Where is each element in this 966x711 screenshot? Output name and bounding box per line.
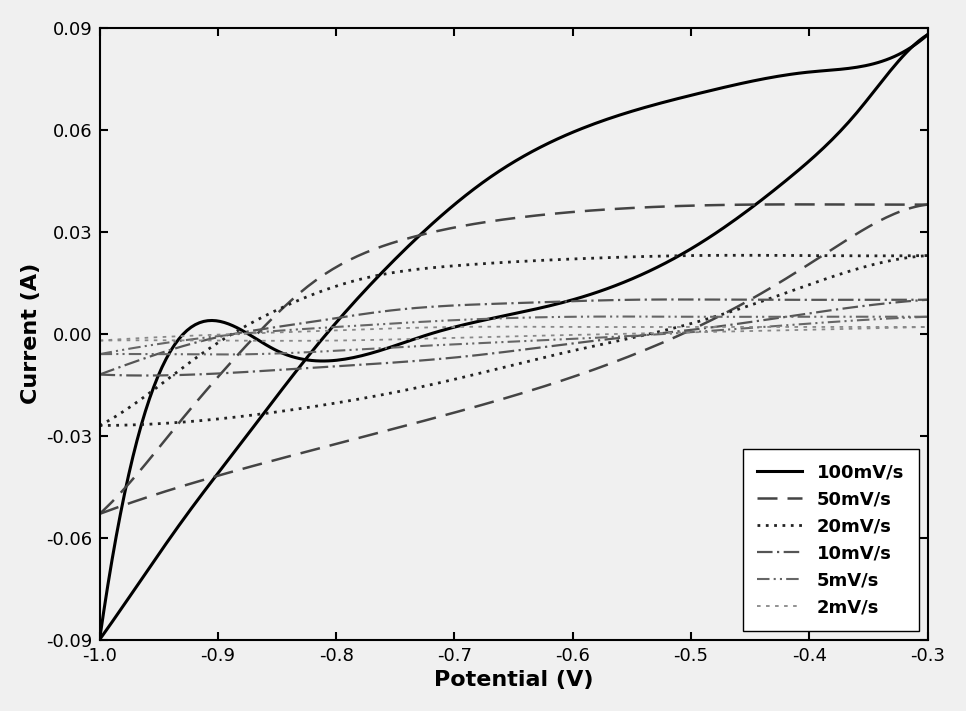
100mV/s bbox=[880, 55, 892, 64]
100mV/s bbox=[247, 422, 259, 431]
5mV/s bbox=[128, 344, 139, 353]
20mV/s bbox=[128, 401, 139, 410]
5mV/s bbox=[144, 341, 156, 350]
2mV/s bbox=[494, 322, 505, 331]
2mV/s bbox=[922, 323, 933, 331]
Line: 100mV/s: 100mV/s bbox=[99, 35, 927, 640]
50mV/s bbox=[922, 201, 933, 209]
20mV/s bbox=[922, 251, 933, 260]
Line: 2mV/s: 2mV/s bbox=[99, 326, 927, 341]
10mV/s bbox=[672, 295, 684, 304]
20mV/s bbox=[734, 251, 746, 260]
50mV/s bbox=[314, 273, 326, 282]
2mV/s bbox=[855, 323, 867, 331]
10mV/s bbox=[94, 370, 105, 379]
100mV/s bbox=[144, 563, 156, 572]
20mV/s bbox=[144, 389, 156, 397]
5mV/s bbox=[885, 312, 896, 321]
2mV/s bbox=[885, 323, 896, 331]
5mV/s bbox=[94, 350, 105, 358]
5mV/s bbox=[922, 313, 933, 321]
50mV/s bbox=[793, 200, 805, 208]
2mV/s bbox=[314, 326, 326, 335]
10mV/s bbox=[314, 316, 326, 325]
100mV/s bbox=[314, 337, 326, 346]
Line: 10mV/s: 10mV/s bbox=[99, 299, 927, 375]
10mV/s bbox=[247, 326, 259, 335]
10mV/s bbox=[128, 358, 139, 367]
20mV/s bbox=[314, 287, 326, 296]
2mV/s bbox=[128, 334, 139, 343]
20mV/s bbox=[247, 318, 259, 326]
2mV/s bbox=[144, 333, 156, 342]
100mV/s bbox=[128, 587, 139, 596]
5mV/s bbox=[855, 312, 867, 321]
5mV/s bbox=[614, 312, 626, 321]
50mV/s bbox=[144, 455, 156, 464]
50mV/s bbox=[855, 201, 867, 209]
100mV/s bbox=[922, 31, 933, 39]
50mV/s bbox=[247, 333, 259, 342]
Y-axis label: Current (A): Current (A) bbox=[21, 263, 41, 405]
10mV/s bbox=[885, 296, 896, 304]
10mV/s bbox=[922, 296, 933, 304]
Line: 20mV/s: 20mV/s bbox=[99, 255, 927, 425]
Line: 5mV/s: 5mV/s bbox=[99, 316, 927, 354]
100mV/s bbox=[851, 63, 863, 72]
20mV/s bbox=[855, 252, 867, 260]
50mV/s bbox=[128, 475, 139, 483]
20mV/s bbox=[885, 252, 896, 260]
100mV/s bbox=[94, 636, 105, 644]
5mV/s bbox=[247, 328, 259, 337]
50mV/s bbox=[94, 510, 105, 518]
X-axis label: Potential (V): Potential (V) bbox=[434, 670, 593, 690]
10mV/s bbox=[855, 296, 867, 304]
5mV/s bbox=[314, 324, 326, 332]
20mV/s bbox=[94, 421, 105, 429]
10mV/s bbox=[144, 353, 156, 361]
Legend: 100mV/s, 50mV/s, 20mV/s, 10mV/s, 5mV/s, 2mV/s: 100mV/s, 50mV/s, 20mV/s, 10mV/s, 5mV/s, … bbox=[743, 449, 919, 631]
Line: 50mV/s: 50mV/s bbox=[99, 204, 927, 514]
50mV/s bbox=[885, 201, 896, 209]
2mV/s bbox=[94, 336, 105, 345]
2mV/s bbox=[247, 329, 259, 338]
